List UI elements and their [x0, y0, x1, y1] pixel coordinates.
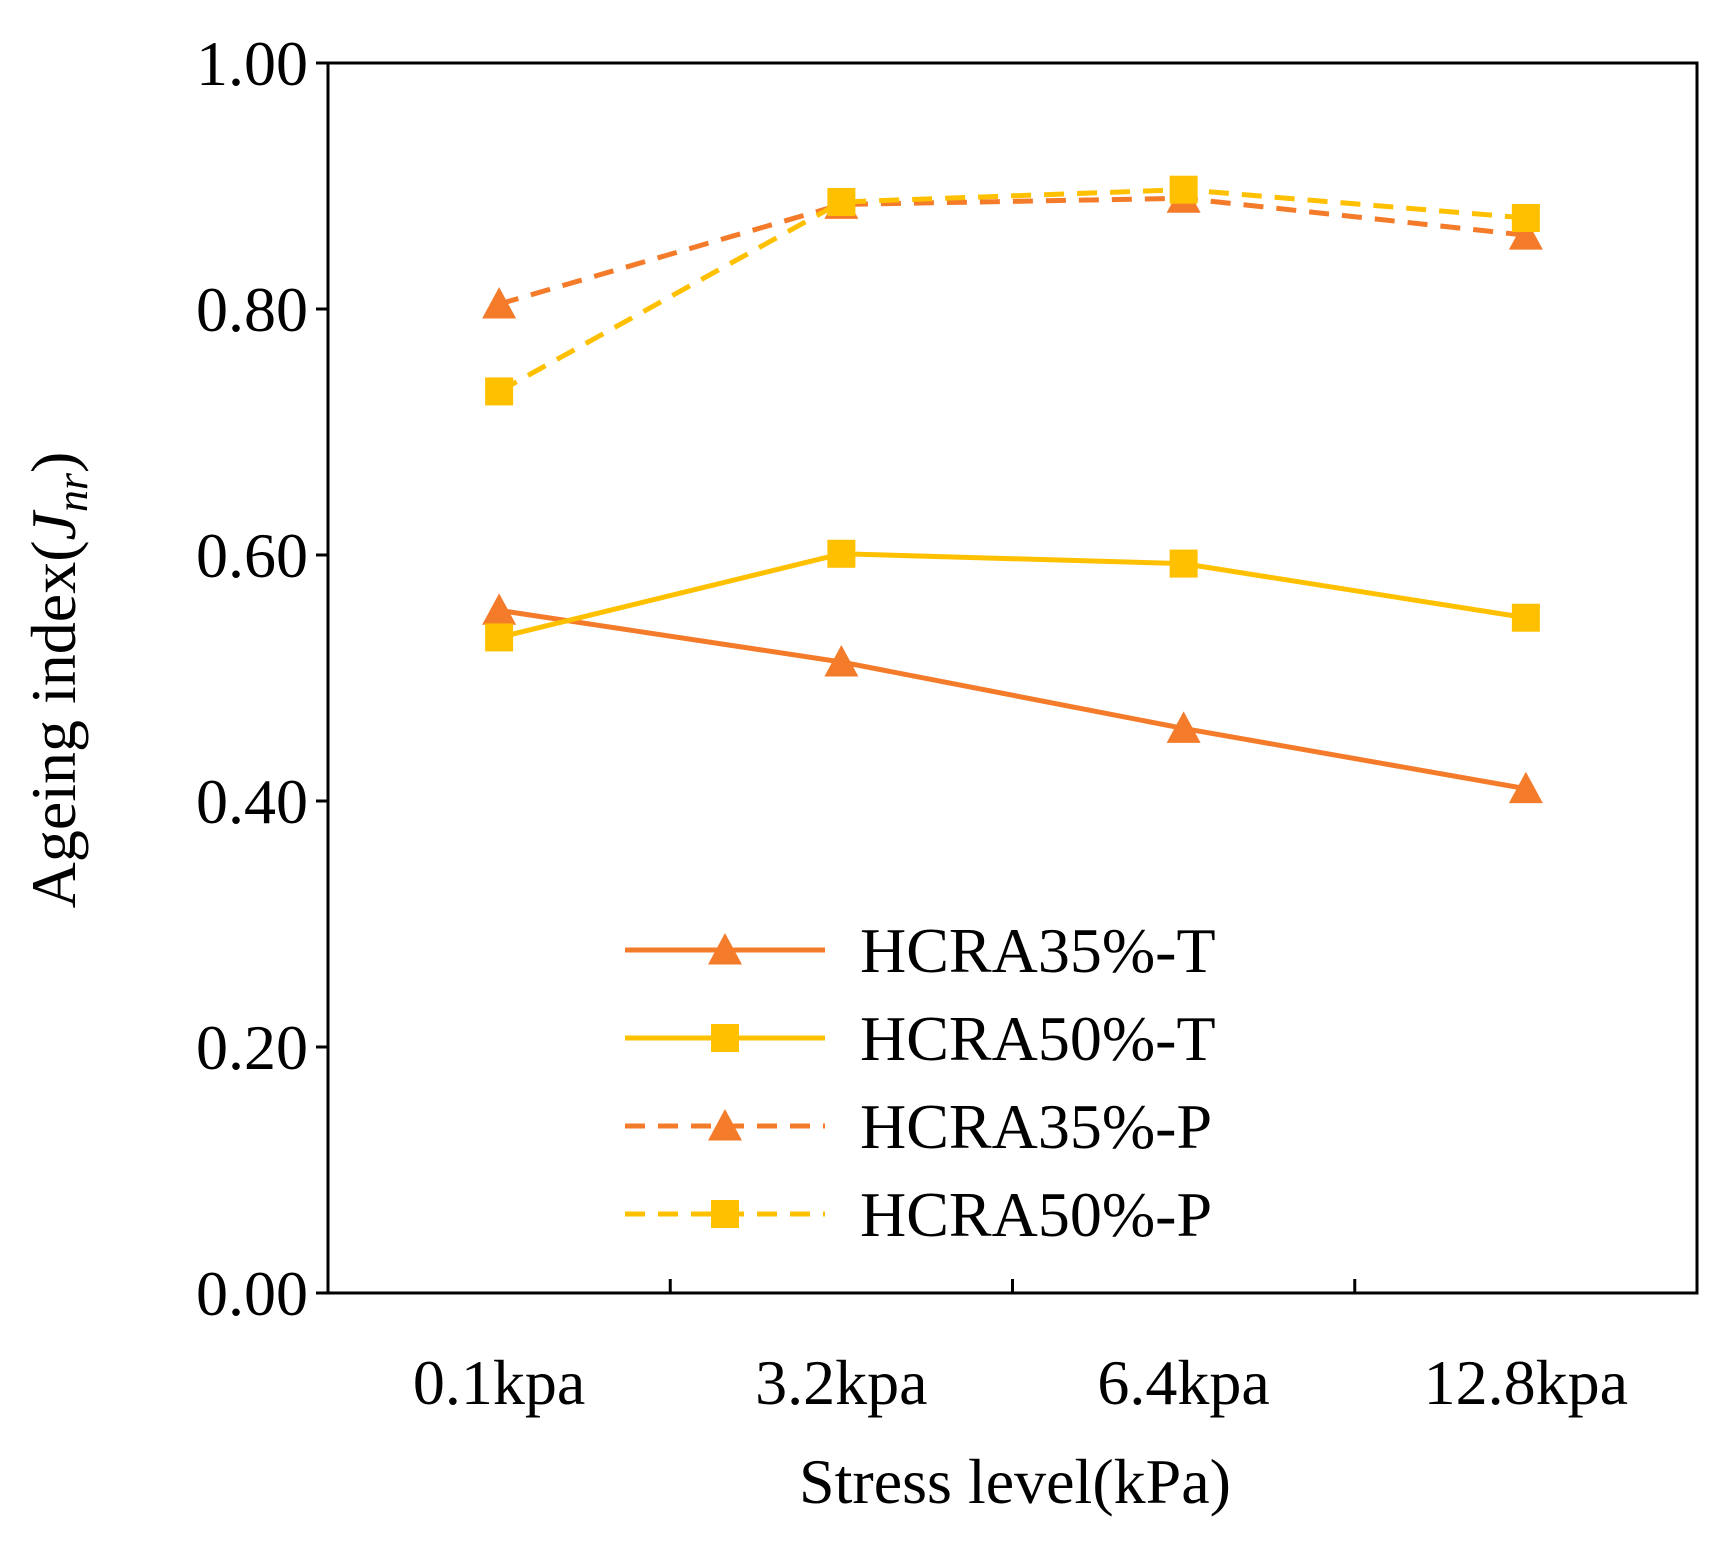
- legend-label: HCRA35%-T: [860, 915, 1216, 986]
- legend-entry: HCRA50%-T: [625, 1003, 1216, 1074]
- series-line: [498, 551, 1527, 640]
- x-tick-label: 12.8kpa: [1424, 1347, 1628, 1418]
- legend-marker: [711, 1200, 739, 1228]
- legend-entry: HCRA35%-P: [625, 1091, 1212, 1162]
- data-point: [827, 539, 856, 568]
- data-point: [824, 645, 859, 677]
- data-point: [827, 187, 856, 216]
- y-axis-title-suffix: ): [18, 452, 89, 473]
- series-HCRA50%-P: [485, 175, 1540, 406]
- y-tick-label: 0.20: [196, 1012, 308, 1083]
- legend-label: HCRA50%-T: [860, 1003, 1216, 1074]
- legend-entry: HCRA50%-P: [625, 1179, 1212, 1250]
- series-line: [497, 187, 1527, 394]
- legend-label: HCRA35%-P: [860, 1091, 1212, 1162]
- series-line: [498, 195, 1527, 307]
- x-tick-label: 0.1kpa: [413, 1347, 585, 1418]
- y-axis-title-prefix: Ageing index(: [18, 540, 89, 908]
- legend-marker: [708, 933, 742, 965]
- legend-label: HCRA50%-P: [860, 1179, 1212, 1250]
- data-point: [1169, 175, 1198, 204]
- series-HCRA35%-T: [482, 593, 1543, 804]
- series-line: [498, 607, 1527, 792]
- data-point: [485, 623, 514, 652]
- data-point: [1169, 549, 1198, 578]
- data-point: [1508, 218, 1543, 250]
- legend-marker: [711, 1024, 739, 1052]
- legend: HCRA35%-T HCRA50%-T HCRA35%-P HCRA50%-P: [625, 915, 1216, 1250]
- data-point: [1508, 771, 1543, 804]
- y-tick-label: 0.00: [196, 1258, 308, 1329]
- series-HCRA35%-P: [482, 181, 1543, 319]
- series-layer: [482, 175, 1543, 804]
- y-tick-label: 0.80: [196, 274, 308, 345]
- x-tick-label: 3.2kpa: [755, 1347, 927, 1418]
- data-point: [482, 287, 517, 319]
- plot-layer: 0.00 0.20 0.40 0.60 0.80 1.00 0.1kpa 3.2kpa 6.4k…: [196, 28, 1699, 1418]
- y-tick-label: 0.40: [196, 766, 308, 837]
- y-axis-title: Ageing index(Jnr): [18, 452, 97, 909]
- data-point: [482, 593, 517, 625]
- data-point: [1511, 603, 1540, 632]
- legend-marker: [708, 1109, 742, 1141]
- y-axis-title-subscript: nr: [48, 472, 97, 512]
- data-point: [1511, 203, 1540, 232]
- y-axis-title-variable: J: [18, 509, 89, 540]
- series-HCRA50%-T: [485, 539, 1540, 652]
- data-point: [485, 377, 514, 406]
- data-point: [1166, 711, 1201, 743]
- x-axis-title: Stress level(kPa): [799, 1446, 1231, 1517]
- x-tick-label: 6.4kpa: [1097, 1347, 1269, 1418]
- legend-entry: HCRA35%-T: [625, 915, 1216, 986]
- y-tick-label: 0.60: [196, 520, 308, 591]
- y-tick-label: 1.00: [196, 28, 308, 99]
